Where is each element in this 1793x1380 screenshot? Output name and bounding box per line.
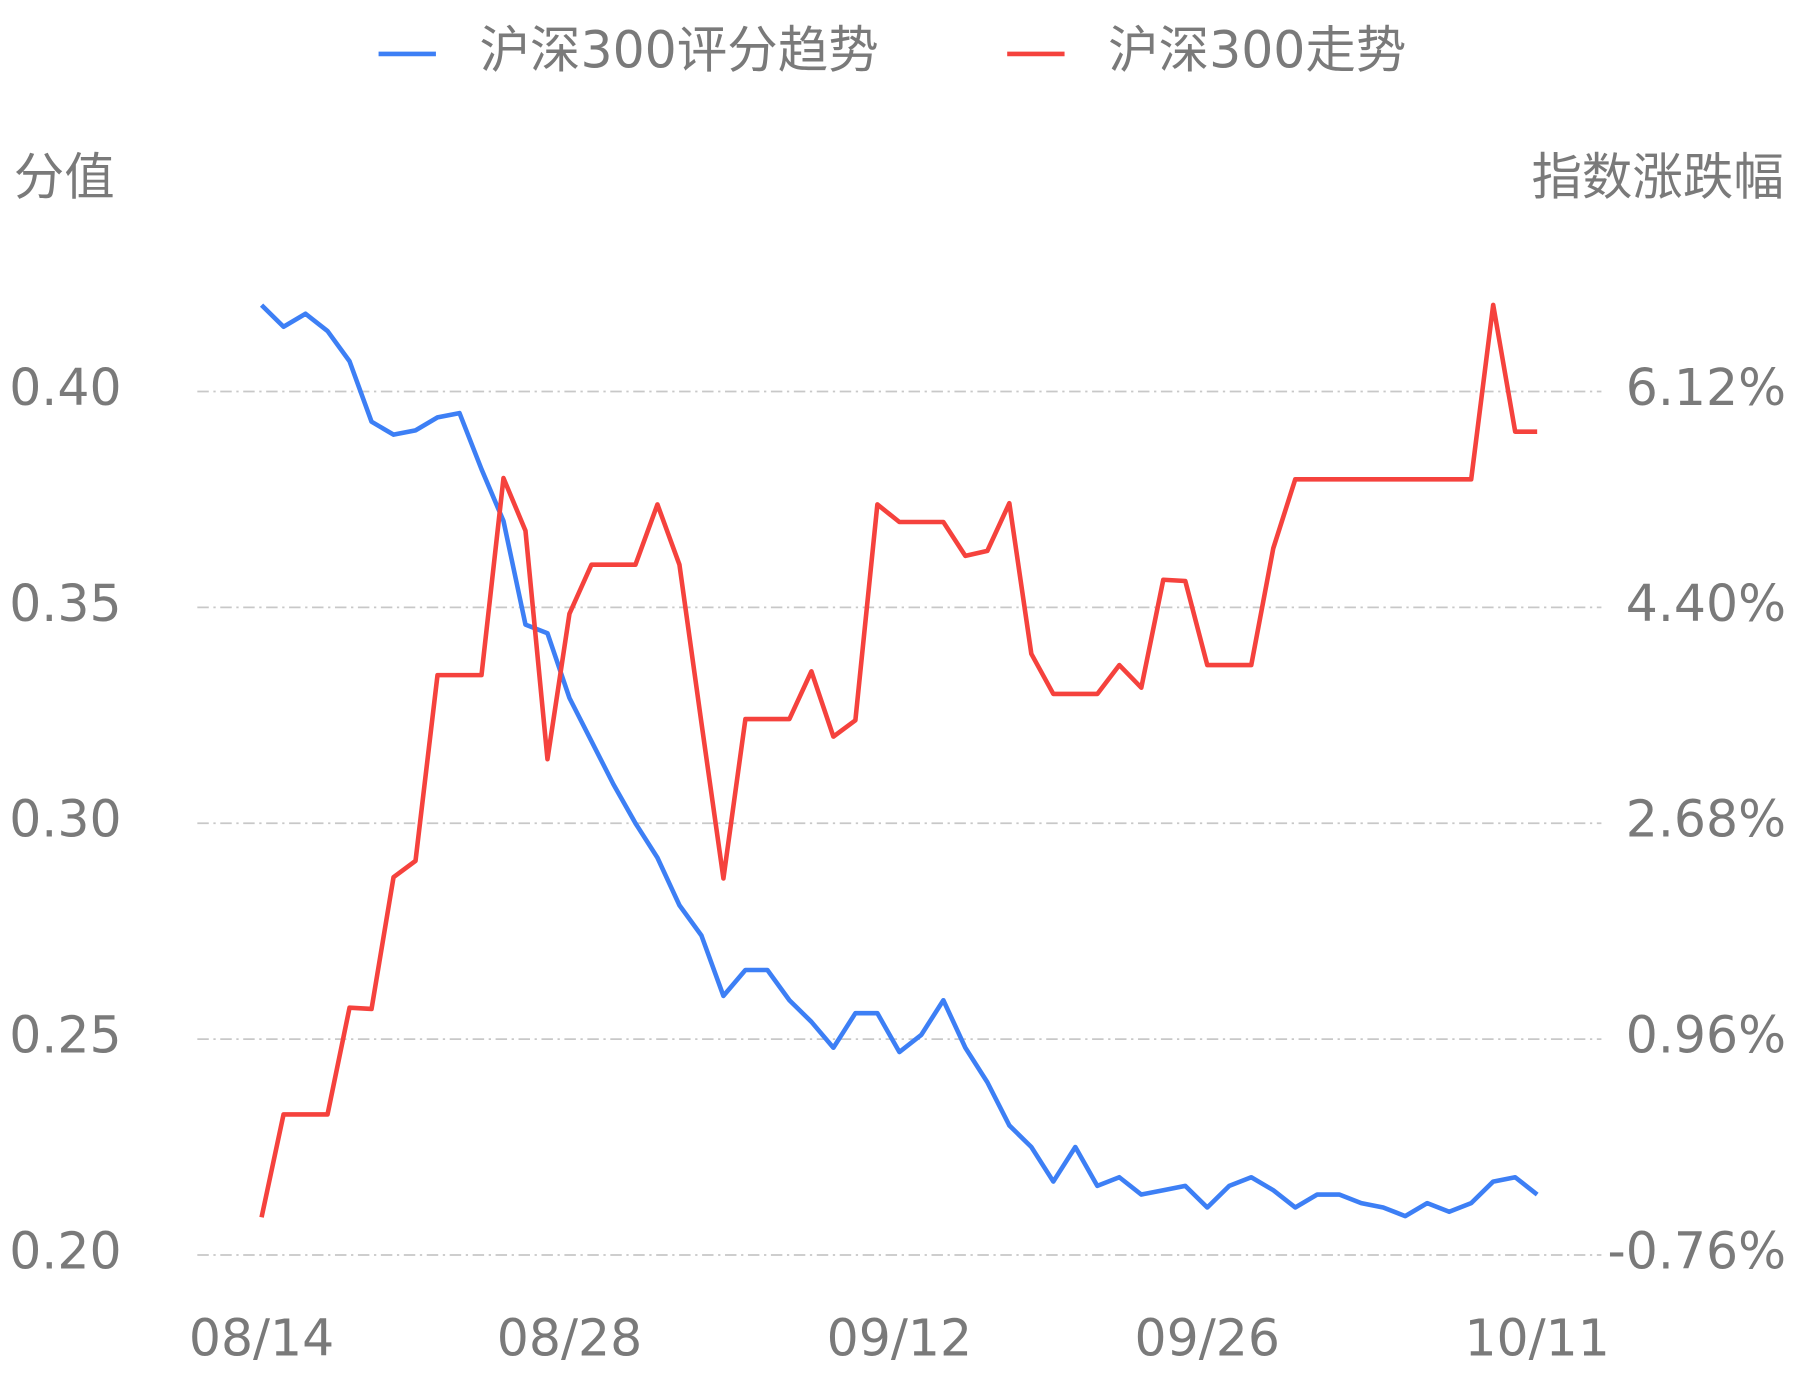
series-line [259, 302, 1538, 1218]
legend-label: 沪深300走势 [1108, 20, 1406, 79]
y-tick-label: 0.40 [9, 358, 121, 417]
y2-tick-label: -0.76% [1608, 1221, 1787, 1280]
x-tick-label: 08/28 [497, 1309, 642, 1368]
series-line [259, 303, 1539, 1219]
y-tick-label: 0.25 [9, 1006, 121, 1065]
x-tick-label: 08/14 [189, 1309, 334, 1368]
x-tick-label: 09/26 [1135, 1309, 1280, 1368]
y2-tick-label: 2.68% [1626, 790, 1786, 849]
legend-label: 沪深300评分趋势 [480, 20, 879, 79]
x-tick-label: 09/12 [827, 1309, 972, 1368]
y2-axis-title: 指数涨跌幅 [1531, 148, 1783, 207]
y-tick-label: 0.20 [9, 1221, 121, 1280]
y2-tick-label: 6.12% [1626, 358, 1786, 417]
y2-tick-label: 4.40% [1626, 574, 1786, 633]
y-tick-label: 0.30 [9, 790, 121, 849]
y-axis-title: 分值 [14, 148, 115, 207]
y-tick-label: 0.35 [9, 574, 121, 633]
y2-tick-label: 0.96% [1626, 1006, 1786, 1065]
x-tick-label: 10/11 [1464, 1309, 1609, 1368]
